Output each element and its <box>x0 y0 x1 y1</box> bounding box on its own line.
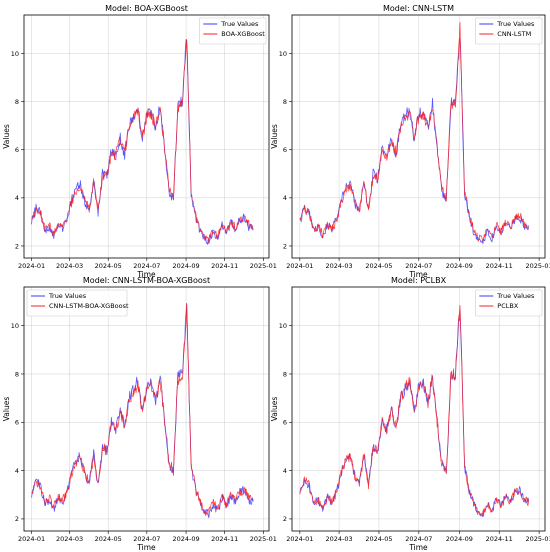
y-tick-label: 2 <box>283 515 287 523</box>
x-axis-label: Time <box>136 270 156 279</box>
x-tick-label: 2024-07 <box>405 535 432 543</box>
x-tick-label: 2024-11 <box>211 262 238 270</box>
plot-frame <box>291 14 546 259</box>
x-tick-label: 2024-09 <box>172 535 199 543</box>
x-axis-label: Time <box>408 270 428 279</box>
chart-title: Model: CNN-LSTM-BOA-XGBoost <box>83 276 210 285</box>
legend-entry: True Values <box>220 20 259 28</box>
x-tick-label: 2024-05 <box>95 535 122 543</box>
chart-title: Model: BOA-XGBoost <box>105 4 188 13</box>
y-tick-label: 10 <box>11 50 19 58</box>
y-tick-label: 4 <box>15 467 19 475</box>
x-tick-label: 2025-01 <box>526 535 550 543</box>
legend-entry: BOA-XGBoost <box>221 30 265 38</box>
y-tick-label: 10 <box>11 322 19 330</box>
y-tick-label: 4 <box>283 467 287 475</box>
x-tick-label: 2025-01 <box>250 262 277 270</box>
y-tick-label: 8 <box>15 370 19 378</box>
y-tick-label: 6 <box>15 146 19 154</box>
x-axis-label: Time <box>136 543 156 552</box>
y-axis-label: Values <box>2 124 11 149</box>
chart-panel-3: 2024-01 2024-03 2024-05 2024-07 2024-09 2024-… <box>2 276 277 552</box>
series-line-true-values <box>31 39 254 245</box>
y-tick-label: 2 <box>283 242 287 250</box>
y-tick-label: 8 <box>283 370 287 378</box>
y-tick-label: 2 <box>15 242 19 250</box>
x-tick-label: 2024-07 <box>405 262 432 270</box>
x-tick-label: 2024-03 <box>56 535 83 543</box>
x-tick-label: 2024-01 <box>286 535 313 543</box>
x-tick-label: 2024-07 <box>133 535 160 543</box>
legend-entry: PCLBX <box>497 302 519 310</box>
series-line-true-values <box>299 310 530 517</box>
series-line-true-values <box>299 37 530 245</box>
x-tick-label: 2024-09 <box>446 262 473 270</box>
x-tick-label: 2024-11 <box>211 535 238 543</box>
x-tick-label: 2024-01 <box>18 262 45 270</box>
legend: True Values BOA-XGBoost <box>199 17 267 45</box>
legend: True Values CNN-LSTM <box>474 17 543 45</box>
y-tick-label: 4 <box>283 194 287 202</box>
x-tick-label: 2024-09 <box>446 535 473 543</box>
x-tick-label: 2024-11 <box>486 535 513 543</box>
y-tick-label: 10 <box>279 322 287 330</box>
y-tick-label: 4 <box>15 194 19 202</box>
y-axis-label: Values <box>270 124 279 149</box>
series-line-prediction <box>299 305 530 517</box>
x-tick-label: 2024-11 <box>486 262 513 270</box>
legend: True Values PCLBX <box>474 289 543 317</box>
y-tick-label: 10 <box>279 50 287 58</box>
y-tick-label: 8 <box>283 98 287 106</box>
y-tick-label: 2 <box>15 515 19 523</box>
y-axis-label: Values <box>270 397 279 422</box>
x-tick-label: 2024-03 <box>56 262 83 270</box>
x-tick-label: 2024-01 <box>18 535 45 543</box>
plot-frame <box>23 286 270 532</box>
plot-frame <box>291 286 546 532</box>
x-tick-label: 2024-01 <box>286 262 313 270</box>
chart-title: Model: CNN-LSTM <box>383 4 454 13</box>
legend: True Values CNN-LSTM-BOA-XGBoost <box>26 289 129 317</box>
x-tick-label: 2025-01 <box>526 262 550 270</box>
series-line-prediction <box>31 302 254 515</box>
legend-entry: True Values <box>496 292 535 300</box>
x-tick-label: 2024-05 <box>365 535 392 543</box>
plot-frame <box>23 14 270 259</box>
chart-panel-1: 2024-01 2024-03 2024-05 2024-07 2024-09 2024-… <box>2 4 277 279</box>
legend-entry: CNN-LSTM <box>497 30 531 38</box>
chart-panel-2: 2024-01 2024-03 2024-05 2024-07 2024-09 2024-… <box>270 4 550 279</box>
y-tick-label: 6 <box>283 419 287 427</box>
x-tick-label: 2024-05 <box>365 262 392 270</box>
series-line-prediction <box>31 39 254 243</box>
chart-title: Model: PCLBX <box>391 276 447 285</box>
x-tick-label: 2025-01 <box>250 535 277 543</box>
x-tick-label: 2024-09 <box>172 262 199 270</box>
y-axis-label: Values <box>2 397 11 422</box>
x-tick-label: 2024-07 <box>133 262 160 270</box>
y-tick-label: 6 <box>283 146 287 154</box>
series-line-prediction <box>299 22 529 242</box>
x-tick-label: 2024-05 <box>95 262 122 270</box>
x-tick-label: 2024-03 <box>325 262 352 270</box>
y-tick-label: 8 <box>15 98 19 106</box>
legend-box <box>26 289 128 317</box>
legend-entry: True Values <box>496 20 535 28</box>
chart-panel-4: 2024-01 2024-03 2024-05 2024-07 2024-09 2024-… <box>270 276 550 552</box>
legend-entry: CNN-LSTM-BOA-XGBoost <box>49 302 129 310</box>
legend-entry: True Values <box>48 292 87 300</box>
x-axis-label: Time <box>408 543 428 552</box>
y-tick-label: 6 <box>15 419 19 427</box>
x-tick-label: 2024-03 <box>325 535 352 543</box>
